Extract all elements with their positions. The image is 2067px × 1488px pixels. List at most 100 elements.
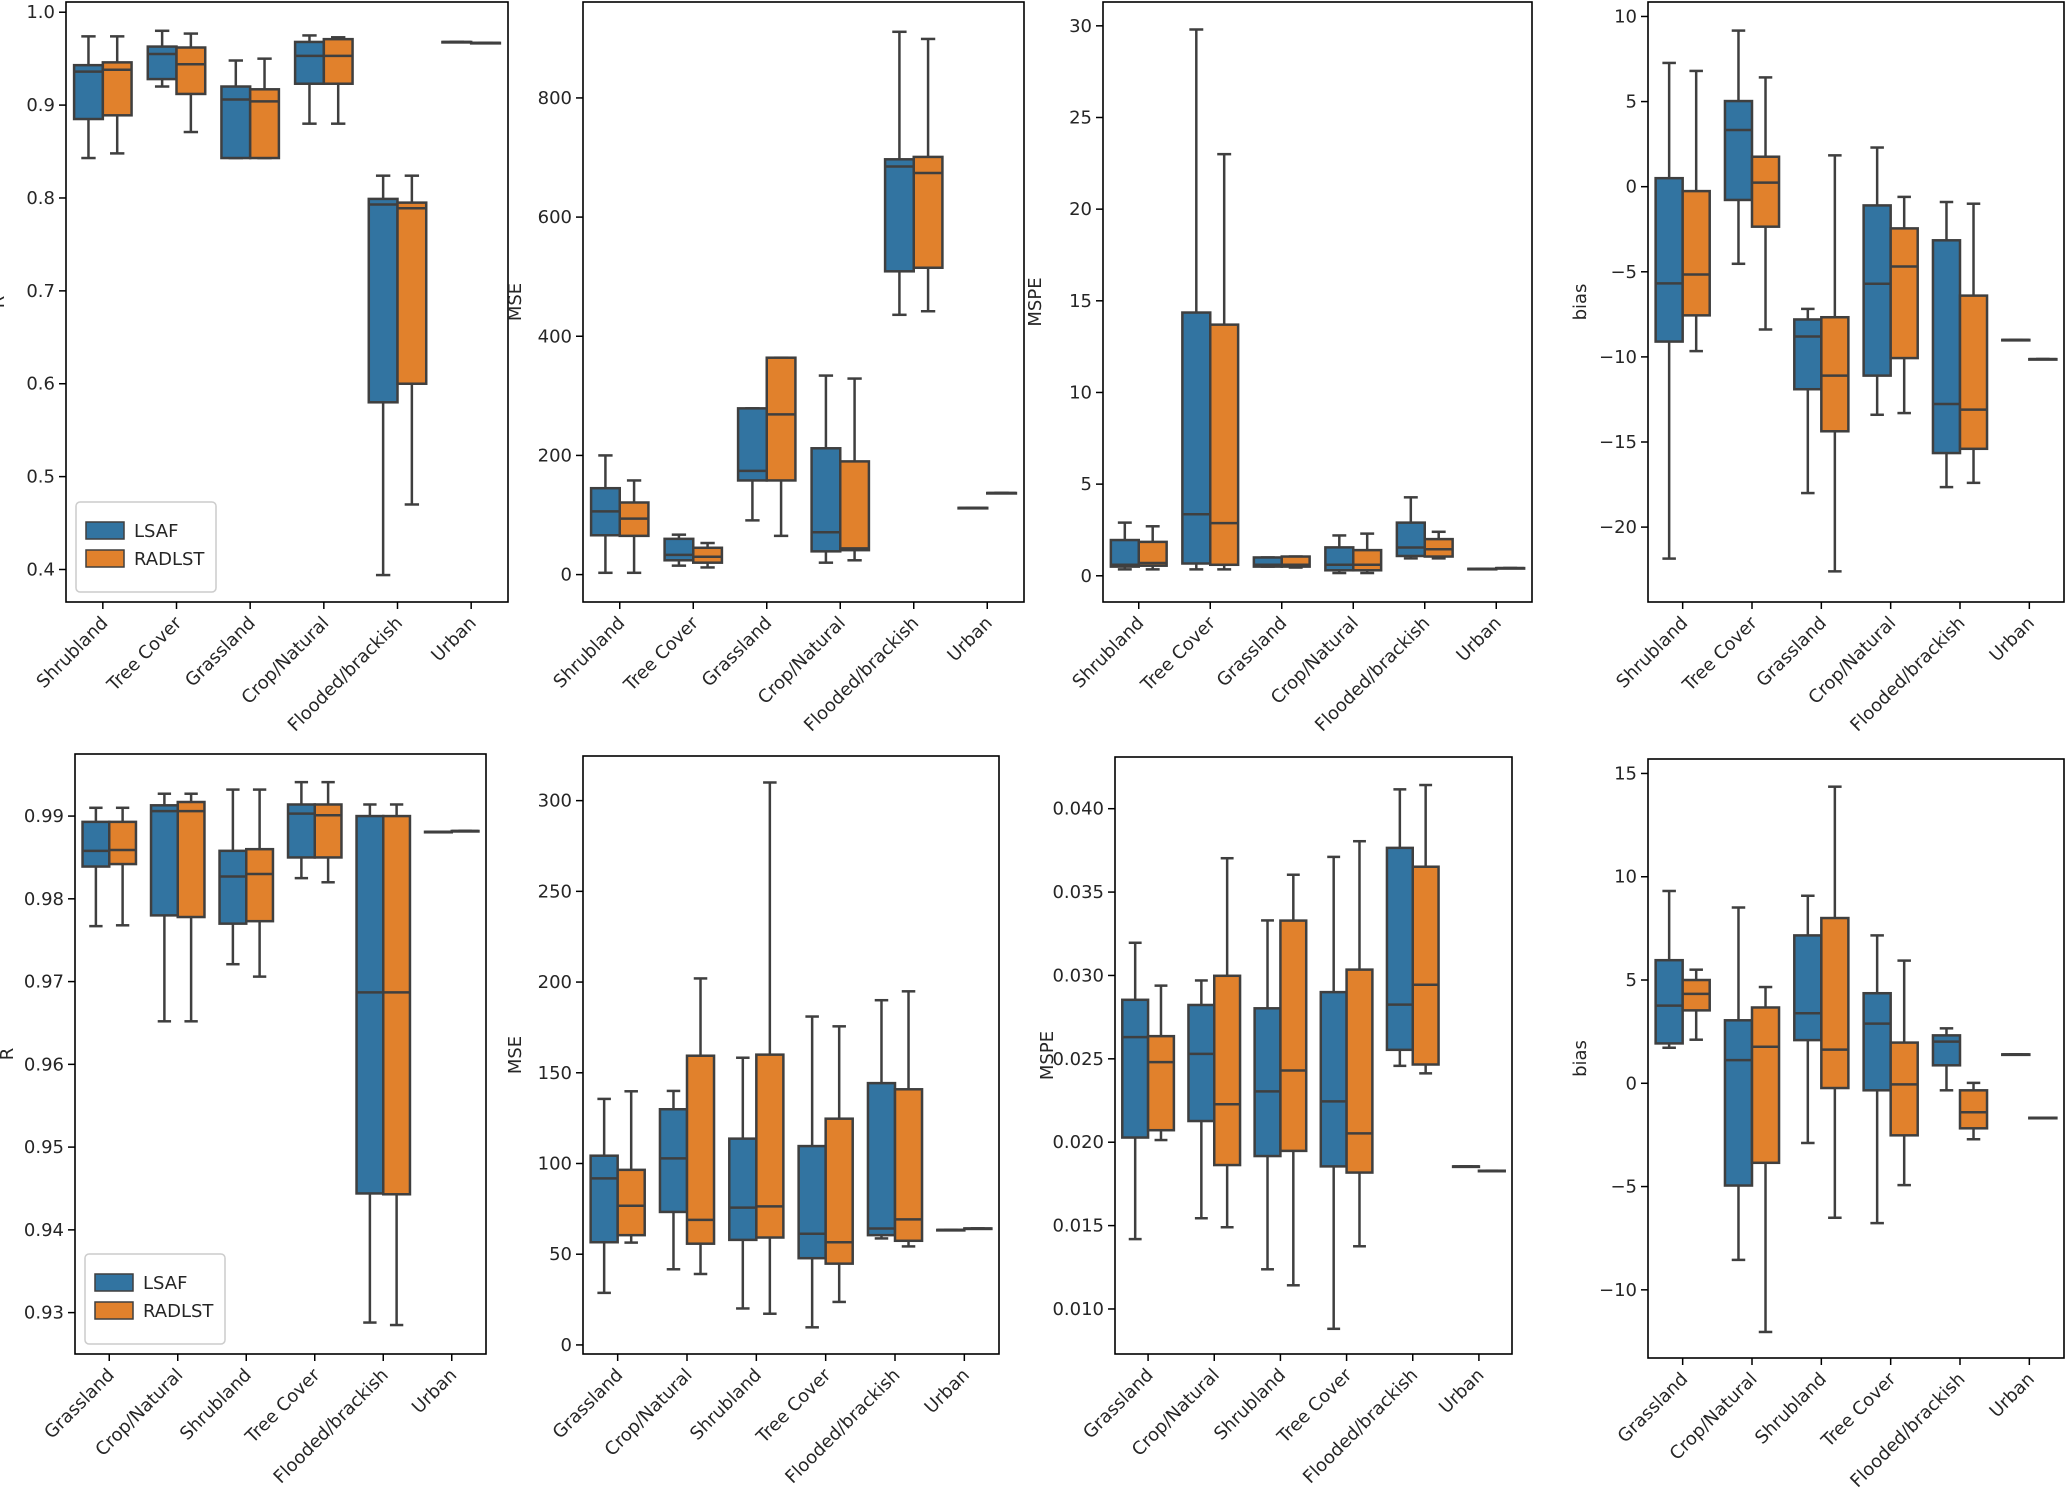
x-tick-label: Urban xyxy=(1986,613,2039,666)
box-lsaf-grassland xyxy=(81,806,111,928)
axes-frame xyxy=(65,1,509,603)
box-lsaf-tree-cover xyxy=(1862,934,1892,1225)
box-iqr xyxy=(755,1053,785,1239)
box-iqr xyxy=(1345,968,1374,1174)
y-tick-label: 0 xyxy=(561,1335,572,1356)
axes-frame xyxy=(1647,758,2065,1359)
box-iqr xyxy=(1750,1006,1781,1165)
y-axis-label: R xyxy=(0,1048,18,1061)
box-radlst-shrubland xyxy=(1681,69,1711,353)
box-iqr xyxy=(589,1154,619,1244)
box-radlst-grassland xyxy=(1280,555,1311,569)
box-lsaf-flooded-brackish xyxy=(1931,200,1962,489)
box-iqr xyxy=(1411,865,1440,1066)
y-tick-label: 0.98 xyxy=(24,889,64,910)
box-iqr xyxy=(765,356,797,482)
box-radlst-tree-cover xyxy=(175,32,207,134)
y-tick-label: 0.040 xyxy=(1052,799,1104,820)
legend-label-radlst: RADLST xyxy=(143,1301,214,1322)
box-lsaf-crop-natural xyxy=(1862,146,1892,417)
box-radlst-urban xyxy=(963,1227,993,1231)
y-tick-label: −5 xyxy=(1610,262,1637,283)
box-iqr xyxy=(1352,548,1383,572)
y-tick-label: 20 xyxy=(1069,199,1092,220)
x-tick-label: Tree Cover xyxy=(619,612,703,696)
legend-swatch-lsaf xyxy=(85,521,125,540)
box-iqr xyxy=(1681,189,1711,317)
box-radlst-shrubland xyxy=(755,781,785,1315)
box-radlst-crop-natural xyxy=(1750,985,1781,1334)
box-lsaf-flooded-brackish xyxy=(883,30,916,317)
box-lsaf-crop-natural xyxy=(658,1089,689,1271)
box-radlst-tree-cover xyxy=(692,541,724,569)
y-tick-label: 25 xyxy=(1069,107,1092,128)
box-iqr xyxy=(1862,991,1892,1092)
y-tick-label: 0.94 xyxy=(24,1220,64,1241)
box-lsaf-tree-cover xyxy=(1319,855,1348,1331)
y-tick-label: 0.9 xyxy=(26,95,55,116)
box-radlst-urban xyxy=(986,491,1018,495)
box-iqr xyxy=(1931,239,1962,455)
box-lsaf-shrubland xyxy=(1654,61,1684,560)
y-axis-label: MSE xyxy=(505,283,526,321)
box-iqr xyxy=(912,155,944,269)
box-iqr xyxy=(1750,155,1781,228)
box-iqr xyxy=(839,460,871,552)
box-iqr xyxy=(616,1168,646,1237)
box-radlst-grassland xyxy=(1681,968,1711,1041)
y-axis-label: MSPE xyxy=(1037,1031,1058,1080)
box-lsaf-shrubland xyxy=(728,1056,758,1310)
box-iqr xyxy=(396,201,428,385)
y-tick-label: 10 xyxy=(1614,6,1637,27)
box-lsaf-flooded-brackish xyxy=(1931,1027,1962,1092)
box-iqr xyxy=(1324,546,1355,572)
y-tick-label: 800 xyxy=(538,88,572,109)
box-radlst-crop-natural xyxy=(1352,532,1383,575)
box-lsaf-tree-cover xyxy=(797,1015,827,1329)
box-iqr xyxy=(146,45,178,81)
box-iqr xyxy=(313,803,343,859)
box-iqr xyxy=(728,1137,758,1242)
box-iqr xyxy=(1889,227,1919,360)
box-iqr xyxy=(1723,1019,1754,1187)
y-tick-label: 600 xyxy=(538,207,572,228)
legend: LSAF RADLST xyxy=(75,501,217,593)
box-iqr xyxy=(1146,1034,1176,1132)
box-radlst-shrubland xyxy=(245,788,275,978)
box-lsaf-urban xyxy=(1451,1165,1481,1169)
box-lsaf-urban xyxy=(957,506,989,510)
box-iqr xyxy=(692,546,724,564)
box-iqr xyxy=(663,537,695,562)
x-tick-label: Tree Cover xyxy=(1678,612,1762,696)
y-tick-label: 5 xyxy=(1626,970,1637,991)
box-radlst-crop-natural xyxy=(176,792,206,1023)
x-tick-label: Urban xyxy=(921,1365,974,1418)
box-iqr xyxy=(893,1088,924,1243)
legend-label-lsaf: LSAF xyxy=(143,1273,187,1294)
y-tick-label: 200 xyxy=(538,972,572,993)
y-tick-label: 0.030 xyxy=(1052,965,1104,986)
y-tick-label: 0.035 xyxy=(1052,882,1104,903)
y-tick-label: 250 xyxy=(538,881,572,902)
box-iqr xyxy=(72,63,105,121)
x-tick-label: Flooded/brackish xyxy=(781,1365,904,1488)
legend-frame xyxy=(84,1253,226,1345)
box-radlst-grassland xyxy=(616,1090,646,1244)
box-lsaf-shrubland xyxy=(1253,919,1282,1271)
box-iqr xyxy=(220,85,252,160)
y-tick-label: 0 xyxy=(1626,1073,1637,1094)
box-iqr xyxy=(1793,934,1823,1042)
box-lsaf-urban xyxy=(1467,567,1498,571)
y-tick-label: 15 xyxy=(1069,291,1092,312)
box-iqr xyxy=(1319,990,1348,1168)
y-tick-label: 15 xyxy=(1614,763,1637,784)
box-radlst-crop-natural xyxy=(322,36,354,125)
box-iqr xyxy=(248,88,281,160)
y-tick-label: 0 xyxy=(1081,566,1092,587)
box-iqr xyxy=(658,1107,689,1214)
box-lsaf-shrubland xyxy=(589,454,622,575)
box-radlst-flooded-brackish xyxy=(1958,1081,1989,1141)
box-radlst-flooded-brackish xyxy=(1423,530,1454,560)
box-iqr xyxy=(1109,538,1140,568)
